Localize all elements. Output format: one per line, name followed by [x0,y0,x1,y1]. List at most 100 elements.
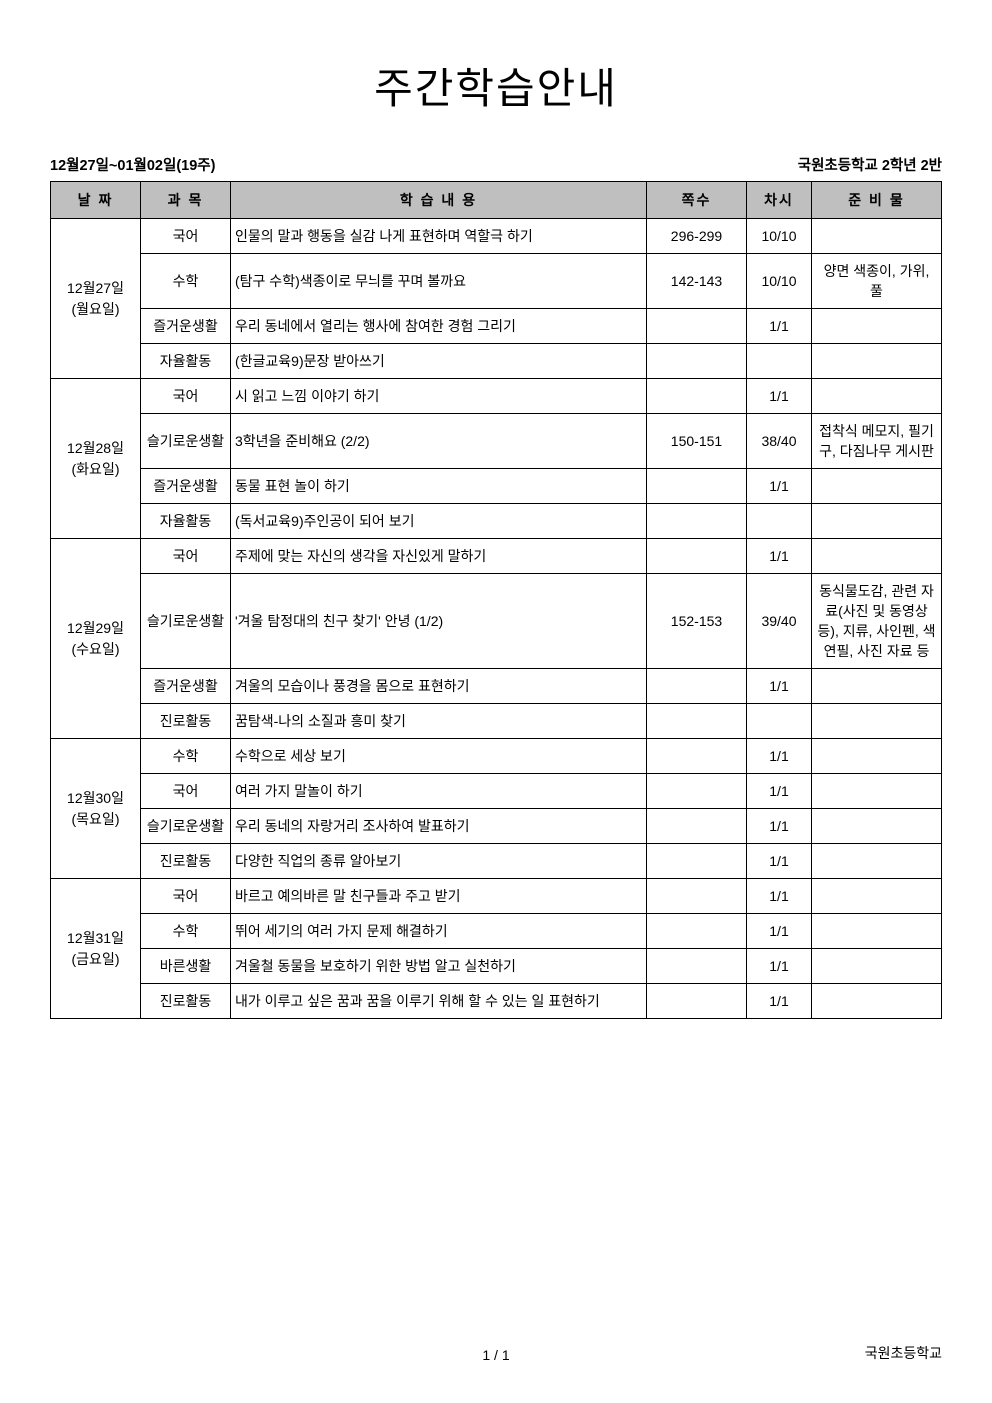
date-line2: (금요일) [72,951,120,967]
table-row: 12월29일(수요일)국어주제에 맞는 자신의 생각을 자신있게 말하기1/1 [51,539,942,574]
subject-cell: 진로활동 [141,704,231,739]
date-line1: 12월30일 [67,790,124,806]
schedule-table: 날 짜 과 목 학 습 내 용 쪽수 차시 준 비 물 12월27일(월요일)국… [50,181,942,1019]
subject-cell: 국어 [141,379,231,414]
content-cell: 다양한 직업의 종류 알아보기 [231,844,647,879]
class-info-label: 국원초등학교 2학년 2반 [798,154,942,175]
period-label: 12월27일~01월02일(19주) [50,154,215,175]
pages-cell [647,669,747,704]
session-cell: 1/1 [747,809,812,844]
th-prep: 준 비 물 [812,182,942,219]
pages-cell [647,914,747,949]
date-line1: 12월29일 [67,620,124,636]
date-line1: 12월28일 [67,440,124,456]
content-cell: (독서교육9)주인공이 되어 보기 [231,504,647,539]
th-pages: 쪽수 [647,182,747,219]
subject-cell: 국어 [141,774,231,809]
prep-cell [812,469,942,504]
content-cell: 겨울의 모습이나 풍경을 몸으로 표현하기 [231,669,647,704]
session-cell: 38/40 [747,414,812,469]
date-cell: 12월30일(목요일) [51,739,141,879]
session-cell: 1/1 [747,669,812,704]
pages-cell [647,379,747,414]
pages-cell [647,704,747,739]
table-row: 진로활동내가 이루고 싶은 꿈과 꿈을 이루기 위해 할 수 있는 일 표현하기… [51,984,942,1019]
table-row: 슬기로운생활3학년을 준비해요 (2/2)150-15138/40접착식 메모지… [51,414,942,469]
table-row: 12월31일(금요일)국어바르고 예의바른 말 친구들과 주고 받기1/1 [51,879,942,914]
table-row: 즐거운생활우리 동네에서 열리는 행사에 참여한 경험 그리기1/1 [51,309,942,344]
session-cell: 39/40 [747,574,812,669]
subject-cell: 국어 [141,219,231,254]
prep-cell [812,504,942,539]
pages-cell: 150-151 [647,414,747,469]
subject-cell: 슬기로운생활 [141,809,231,844]
date-cell: 12월29일(수요일) [51,539,141,739]
prep-cell [812,219,942,254]
date-cell: 12월27일(월요일) [51,219,141,379]
session-cell: 1/1 [747,949,812,984]
subject-cell: 진로활동 [141,984,231,1019]
content-cell: 바르고 예의바른 말 친구들과 주고 받기 [231,879,647,914]
session-cell: 1/1 [747,309,812,344]
pages-cell [647,469,747,504]
session-cell: 1/1 [747,379,812,414]
th-date: 날 짜 [51,182,141,219]
session-cell: 1/1 [747,469,812,504]
pages-cell: 152-153 [647,574,747,669]
subject-cell: 수학 [141,739,231,774]
table-row: 슬기로운생활우리 동네의 자랑거리 조사하여 발표하기 1/1 [51,809,942,844]
prep-cell [812,809,942,844]
subject-cell: 자율활동 [141,344,231,379]
subject-cell: 즐거운생활 [141,669,231,704]
session-cell: 1/1 [747,539,812,574]
subject-cell: 수학 [141,914,231,949]
table-row: 진로활동다양한 직업의 종류 알아보기1/1 [51,844,942,879]
content-cell: 동물 표현 놀이 하기 [231,469,647,504]
header-row: 12월27일~01월02일(19주) 국원초등학교 2학년 2반 [50,154,942,175]
prep-cell [812,984,942,1019]
prep-cell [812,879,942,914]
table-row: 12월28일(화요일)국어시 읽고 느낌 이야기 하기1/1 [51,379,942,414]
content-cell: 여러 가지 말놀이 하기 [231,774,647,809]
session-cell: 1/1 [747,739,812,774]
content-cell: 뛰어 세기의 여러 가지 문제 해결하기 [231,914,647,949]
page-title: 주간학습안내 [50,55,942,116]
subject-cell: 바른생활 [141,949,231,984]
session-cell [747,704,812,739]
prep-cell: 양면 색종이, 가위, 풀 [812,254,942,309]
session-cell: 1/1 [747,984,812,1019]
subject-cell: 즐거운생활 [141,469,231,504]
session-cell [747,504,812,539]
table-header-row: 날 짜 과 목 학 습 내 용 쪽수 차시 준 비 물 [51,182,942,219]
table-row: 12월30일(목요일)수학수학으로 세상 보기1/1 [51,739,942,774]
table-row: 바른생활겨울철 동물을 보호하기 위한 방법 알고 실천하기1/1 [51,949,942,984]
session-cell: 1/1 [747,844,812,879]
pages-cell [647,774,747,809]
pages-cell: 142-143 [647,254,747,309]
prep-cell [812,379,942,414]
subject-cell: 국어 [141,879,231,914]
session-cell: 1/1 [747,914,812,949]
table-row: 수학(탐구 수학)색종이로 무늬를 꾸며 볼까요142-14310/10양면 색… [51,254,942,309]
content-cell: 시 읽고 느낌 이야기 하기 [231,379,647,414]
prep-cell: 동식물도감, 관련 자료(사진 및 동영상 등), 지류, 사인펜, 색연필, … [812,574,942,669]
content-cell: 수학으로 세상 보기 [231,739,647,774]
content-cell: 우리 동네에서 열리는 행사에 참여한 경험 그리기 [231,309,647,344]
date-line1: 12월31일 [67,930,124,946]
prep-cell [812,344,942,379]
prep-cell [812,774,942,809]
session-cell: 1/1 [747,879,812,914]
content-cell: 인물의 말과 행동을 실감 나게 표현하며 역할극 하기 [231,219,647,254]
content-cell: '겨울 탐정대의 친구 찾기' 안녕 (1/2) [231,574,647,669]
date-cell: 12월28일(화요일) [51,379,141,539]
table-row: 자율활동(독서교육9)주인공이 되어 보기 [51,504,942,539]
content-cell: 우리 동네의 자랑거리 조사하여 발표하기 [231,809,647,844]
th-subject: 과 목 [141,182,231,219]
subject-cell: 슬기로운생활 [141,414,231,469]
subject-cell: 국어 [141,539,231,574]
pages-cell [647,504,747,539]
prep-cell [812,739,942,774]
subject-cell: 자율활동 [141,504,231,539]
pages-cell [647,309,747,344]
content-cell: 내가 이루고 싶은 꿈과 꿈을 이루기 위해 할 수 있는 일 표현하기 [231,984,647,1019]
